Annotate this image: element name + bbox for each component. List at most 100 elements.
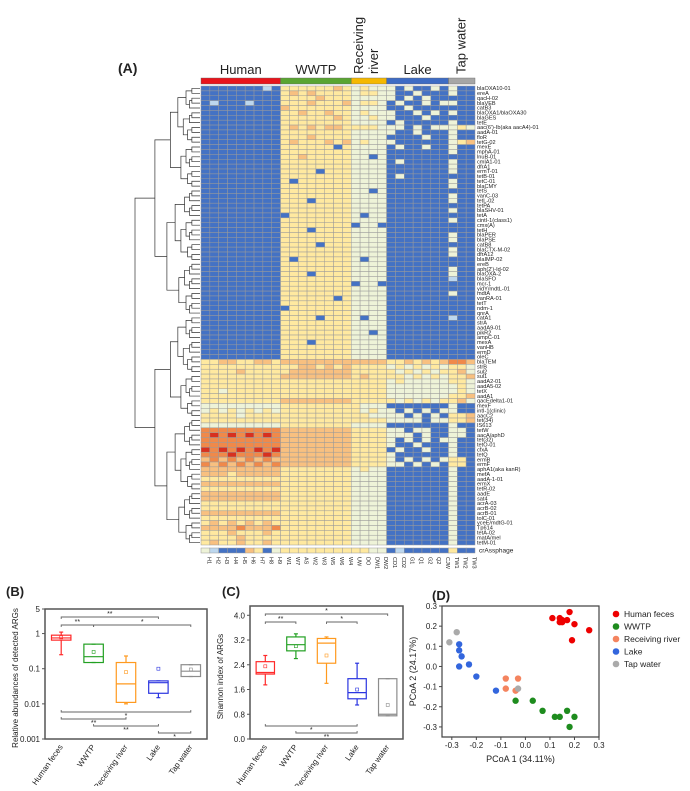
heatmap-cell — [244, 510, 255, 516]
heatmap-cell — [412, 95, 423, 101]
heatmap-cell — [465, 320, 476, 326]
heatmap-cell — [430, 315, 440, 321]
heatmap-cell — [289, 500, 299, 507]
heatmap-cell — [253, 173, 264, 180]
heatmap-cell — [342, 178, 352, 184]
heatmap-cell — [289, 183, 299, 189]
heatmap-cell — [209, 266, 219, 272]
heatmap-cell — [448, 290, 458, 297]
heatmap-cell — [359, 305, 370, 311]
heatmap-cell — [289, 364, 299, 370]
heatmap-cell — [377, 417, 387, 424]
gene-label: sul1 — [477, 374, 487, 380]
heatmap-cell — [439, 119, 449, 126]
gene-label: blaOXA10-01 — [477, 86, 511, 92]
heatmap-cell — [395, 539, 405, 546]
heatmap-cell — [386, 149, 396, 155]
heatmap-cell — [457, 456, 467, 463]
heatmap-cell — [439, 124, 449, 131]
column-label: AS — [303, 557, 309, 565]
heatmap-cell — [351, 212, 361, 219]
point-human-feces — [568, 637, 576, 644]
heatmap-cell — [315, 373, 325, 380]
heatmap-cell — [395, 349, 405, 355]
heatmap-cell — [200, 290, 211, 297]
heatmap-cell — [271, 173, 281, 180]
heatmap-cell — [262, 285, 272, 292]
heatmap-cell — [315, 349, 325, 355]
column-label: TW1 — [453, 557, 459, 569]
heatmap-cell — [289, 447, 299, 453]
heatmap-cell — [236, 188, 246, 194]
heatmap-cell — [297, 212, 308, 219]
heatmap-cell — [289, 373, 299, 380]
box-4 — [180, 664, 202, 678]
x-tick-label: 0.0 — [520, 741, 532, 750]
heatmap-cell — [351, 320, 361, 326]
heatmap-cell — [368, 232, 379, 238]
gene-label: blaCTX-M-02 — [477, 247, 510, 253]
heatmap-cell — [359, 188, 370, 194]
heatmap-cell — [315, 515, 325, 521]
heatmap-cell — [412, 290, 423, 297]
heatmap-cell — [280, 491, 290, 497]
heatmap-cell — [289, 144, 299, 150]
heatmap-cell — [342, 222, 352, 228]
heatmap-cell — [306, 266, 317, 272]
heatmap-cell — [395, 515, 405, 521]
heatmap-cell — [448, 246, 458, 253]
gene-label: aadA-01 — [477, 130, 498, 136]
heatmap-cell — [465, 85, 476, 92]
heatmap-cell — [395, 408, 405, 414]
heatmap-cell — [315, 246, 325, 253]
heatmap-cell — [386, 339, 396, 346]
heatmap-cell — [368, 403, 379, 409]
dendrogram-branch — [187, 359, 192, 370]
heatmap-cell — [289, 432, 299, 438]
heatmap-cell — [280, 281, 290, 287]
gene-label: catB3 — [477, 106, 491, 112]
heatmap-cell — [227, 432, 237, 438]
heatmap-cell — [262, 256, 272, 263]
heatmap-cell — [315, 403, 325, 409]
heatmap-cell — [209, 432, 219, 438]
gene-label: blaGES — [477, 115, 497, 121]
heatmap-cell — [412, 417, 423, 424]
heatmap-cell — [236, 134, 246, 140]
heatmap-cell — [404, 417, 414, 424]
heatmap-cell — [227, 212, 237, 219]
heatmap-cell — [342, 154, 352, 160]
heatmap-cell — [395, 124, 405, 131]
heatmap-cell — [457, 158, 467, 165]
heatmap-cell — [209, 271, 219, 277]
heatmap-cell — [218, 271, 228, 277]
heatmap-cell — [368, 349, 379, 355]
heatmap-cell — [236, 461, 246, 468]
heatmap-cell — [359, 193, 370, 199]
heatmap-cell — [227, 412, 237, 419]
heatmap-cell — [244, 168, 255, 175]
panel-label: (C) — [222, 584, 240, 599]
heatmap-cell — [457, 285, 467, 292]
heatmap-cell — [236, 505, 246, 512]
heatmap-cell — [218, 432, 228, 438]
heatmap-cell — [297, 320, 308, 326]
heatmap-cell — [289, 471, 299, 477]
heatmap-cell — [377, 471, 387, 477]
heatmap-cell — [271, 119, 281, 126]
heatmap-cell — [342, 408, 352, 414]
heatmap-cell — [457, 525, 467, 531]
heatmap-cell — [324, 251, 334, 258]
heatmap-cell — [200, 422, 211, 429]
heatmap-cell — [218, 515, 228, 521]
marker-cell — [439, 547, 449, 554]
heatmap-cell — [342, 295, 352, 302]
heatmap-cell — [297, 530, 308, 536]
heatmap-cell — [315, 339, 325, 346]
heatmap-cell — [253, 437, 264, 443]
heatmap-cell — [368, 495, 379, 502]
heatmap-cell — [218, 500, 228, 507]
heatmap-cell — [395, 271, 405, 277]
heatmap-cell — [430, 149, 440, 155]
heatmap-cell — [200, 188, 211, 194]
